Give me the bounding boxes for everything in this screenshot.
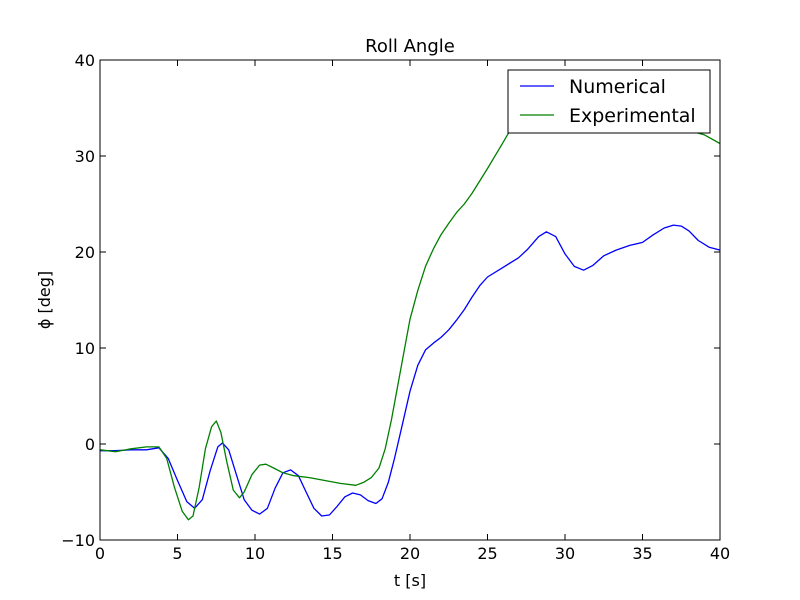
series-line-experimental <box>100 116 720 521</box>
x-tick-label: 5 <box>172 544 182 563</box>
legend-label-numerical: Numerical <box>569 76 666 98</box>
x-tick-label: 40 <box>710 544 730 563</box>
x-tick-label: 20 <box>400 544 420 563</box>
y-tick-label: 20 <box>75 243 95 262</box>
x-tick-label: 15 <box>322 544 342 563</box>
x-tick-label: 30 <box>555 544 575 563</box>
y-tick-label: 30 <box>75 147 95 166</box>
x-tick-label: 35 <box>632 544 652 563</box>
legend-label-experimental: Experimental <box>569 105 696 127</box>
x-tick-label: 10 <box>245 544 265 563</box>
y-tick-label: 0 <box>85 435 95 454</box>
y-tick-label: 10 <box>75 339 95 358</box>
legend-box <box>507 69 711 134</box>
y-axis-label: ϕ [deg] <box>35 271 54 329</box>
chart-title: Roll Angle <box>365 36 455 57</box>
plot-frame <box>99 59 721 541</box>
series-lines <box>100 116 720 521</box>
y-tick-label: 40 <box>75 51 95 70</box>
x-axis-label: t [s] <box>394 571 426 590</box>
y-tick-label: −10 <box>61 531 95 550</box>
series-line-numerical <box>100 224 720 517</box>
legend: Numerical Experimental <box>507 69 711 134</box>
x-tick-label: 25 <box>477 544 497 563</box>
x-tick-label: 0 <box>95 544 105 563</box>
